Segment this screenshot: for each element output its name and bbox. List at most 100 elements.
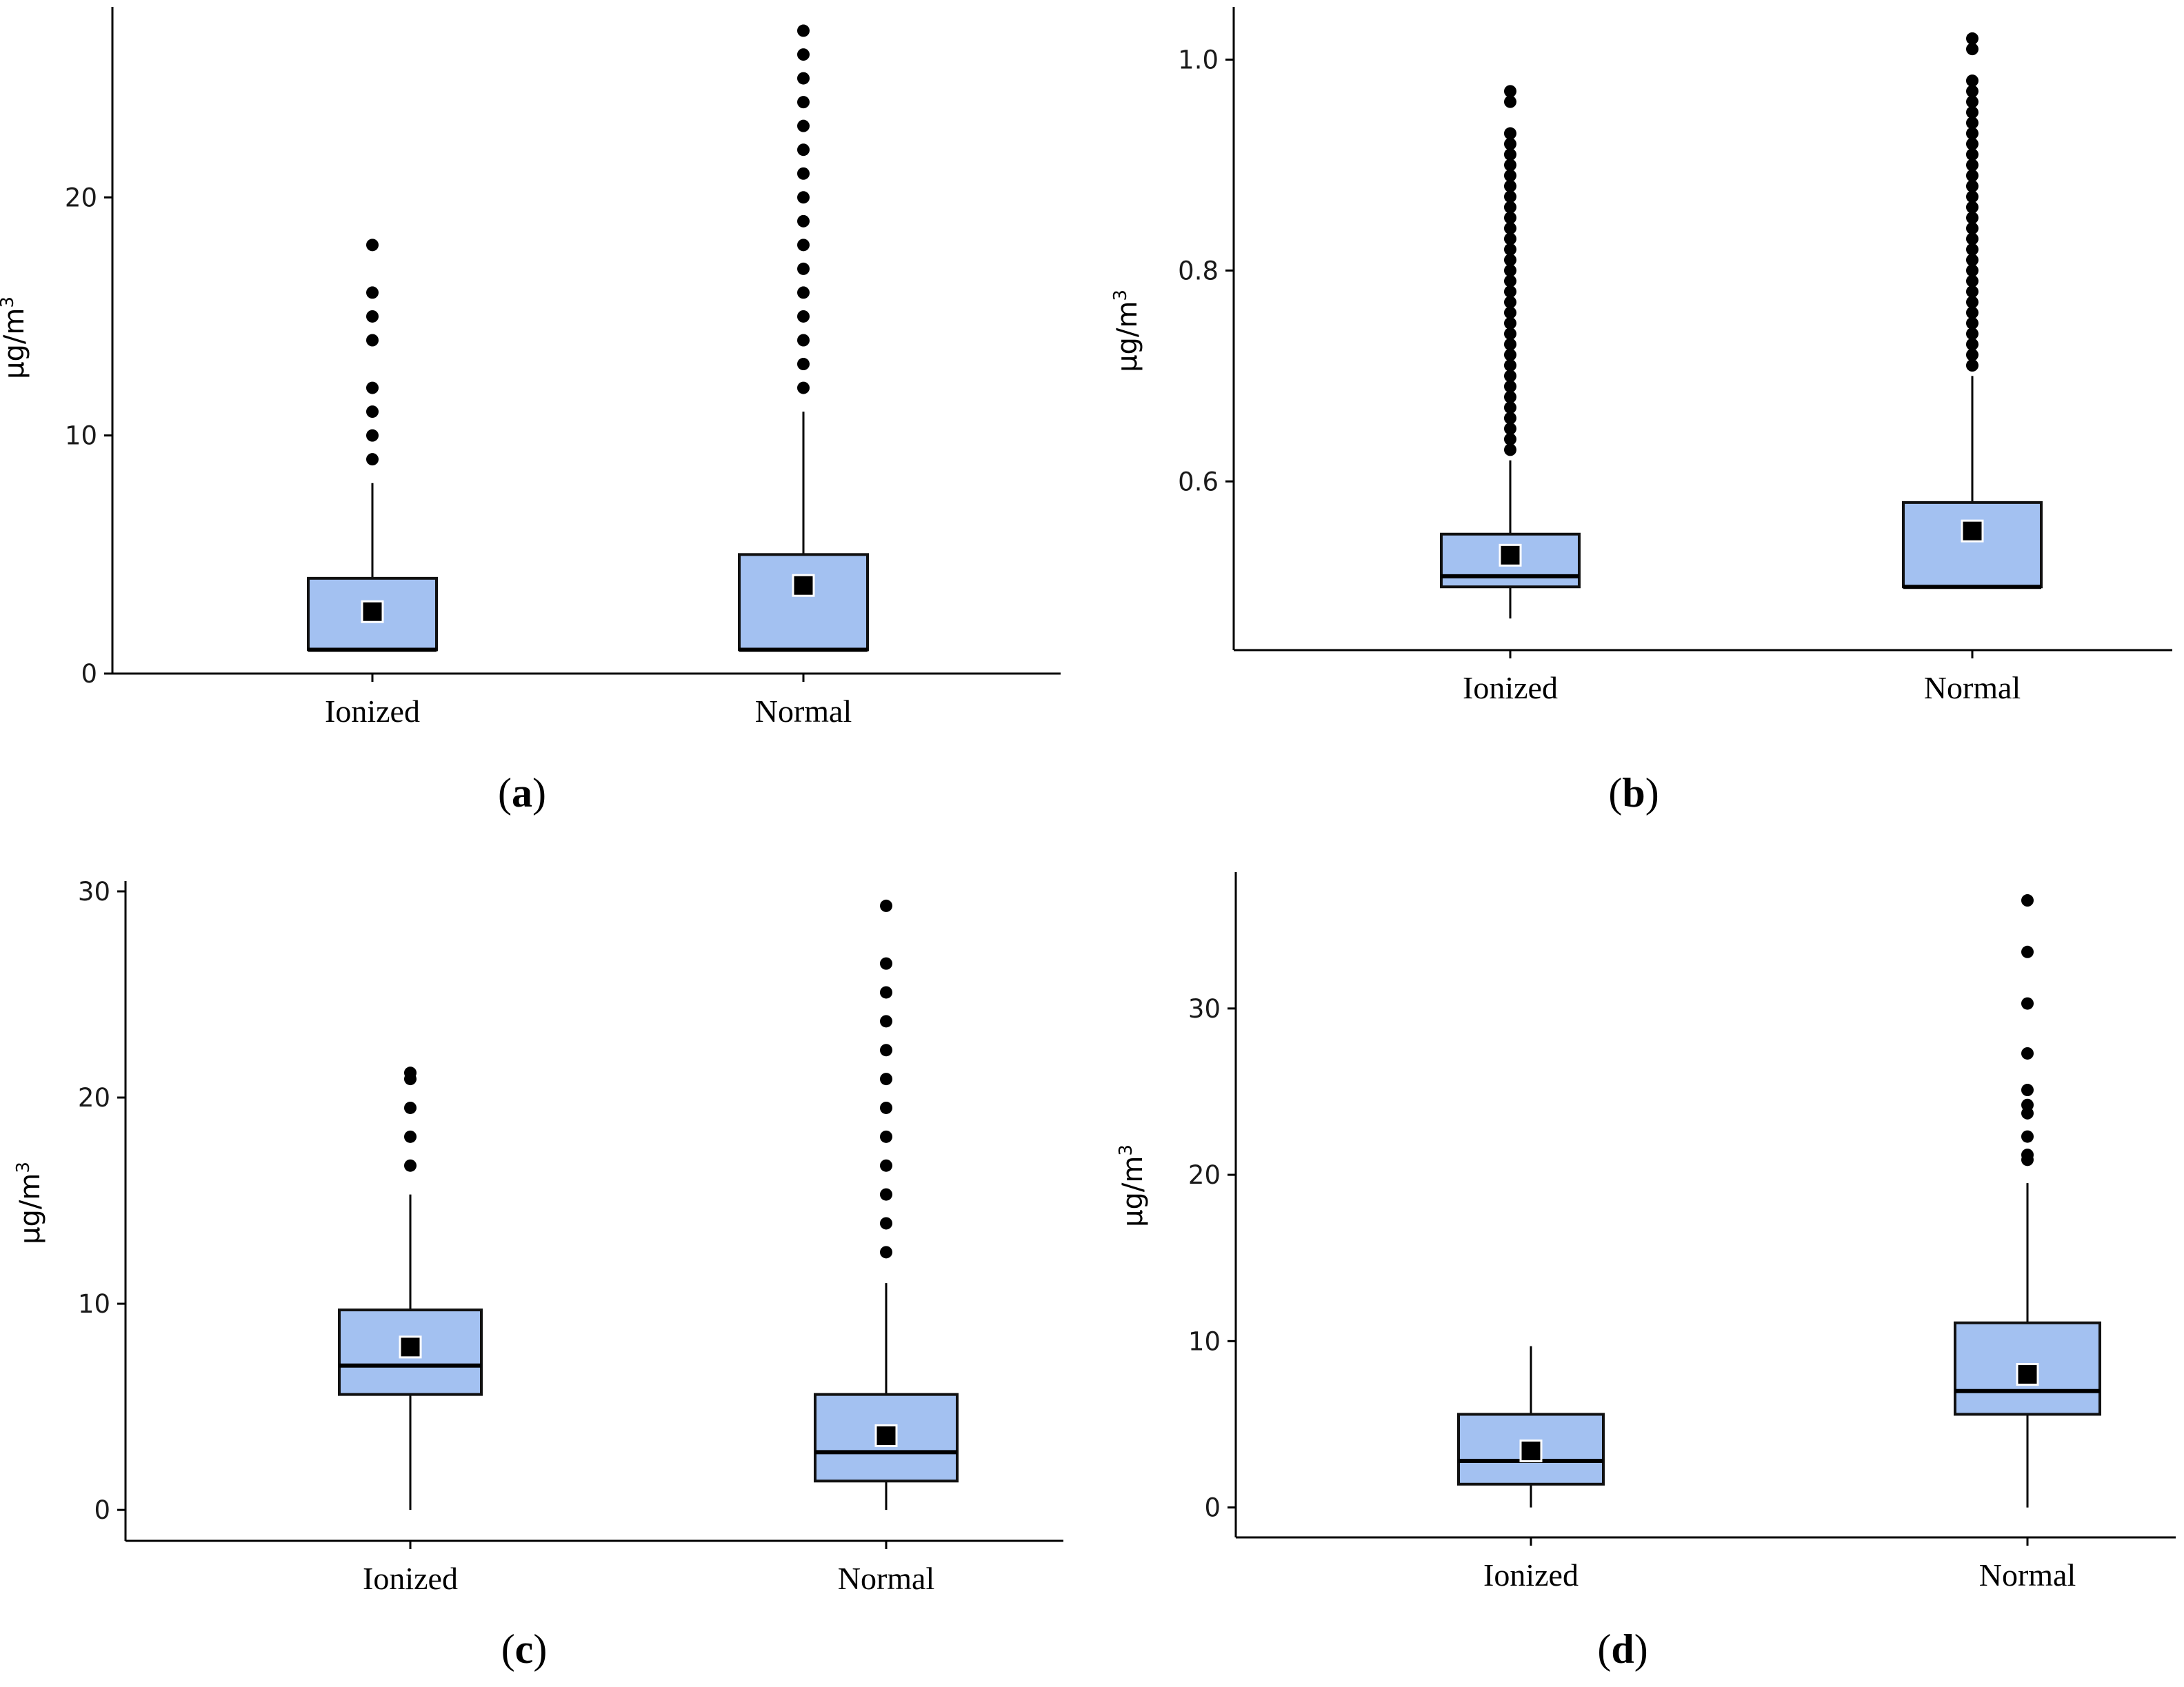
outlier-point — [1966, 180, 1978, 193]
x-tick-label: Ionized — [1463, 670, 1558, 705]
outlier-point — [1966, 222, 1978, 235]
y-axis-title: µg/m3 — [0, 296, 30, 379]
mean-marker — [1519, 1439, 1543, 1463]
outlier-point — [1504, 180, 1516, 193]
outlier-point — [1504, 211, 1516, 224]
chart-panel-d: 0 10 20 30 Ionized Normal µg/m3 (d) — [1116, 872, 2176, 1672]
outlier-point — [880, 899, 892, 912]
y-tick-label: 30 — [78, 877, 110, 907]
y-axis-title: µg/m3 — [1116, 1144, 1149, 1227]
outlier-point — [1966, 169, 1978, 182]
outlier-point — [797, 143, 810, 156]
outlier-point — [797, 72, 810, 85]
panel-label-open-paren: ( — [1608, 770, 1622, 816]
outlier-point — [1504, 232, 1516, 245]
y-axis-title: µg/m3 — [13, 1162, 46, 1244]
outlier-point — [880, 1073, 892, 1086]
outlier-point — [1504, 443, 1516, 456]
outlier-point — [1504, 316, 1516, 330]
outlier-point — [1504, 243, 1516, 256]
outlier-point — [797, 262, 810, 275]
outlier-point — [1966, 127, 1978, 140]
outlier-point — [880, 957, 892, 970]
y-axis-title-unit: µg/m — [0, 308, 30, 379]
outlier-point — [2021, 1149, 2034, 1162]
y-axis-title-superscript: 3 — [1110, 290, 1131, 301]
outlier-point — [1966, 32, 1978, 45]
outlier-point — [2021, 1047, 2034, 1060]
outlier-point — [1504, 327, 1516, 341]
outlier-point — [1966, 95, 1978, 108]
box-normal — [1954, 894, 2101, 1508]
panel-label: (a) — [498, 770, 546, 816]
panel-label-letter: b — [1622, 770, 1645, 816]
outlier-point — [797, 48, 810, 61]
y-tick-label: 0.6 — [1178, 467, 1219, 496]
outlier-point — [797, 167, 810, 180]
outlier-point — [1966, 274, 1978, 287]
chart-panel-a: 0 10 20 Ionized Normal µg/m3 (a) — [0, 7, 1061, 816]
outlier-point — [404, 1067, 417, 1080]
mean-marker — [874, 1424, 898, 1447]
panel-label-letter: c — [515, 1626, 534, 1672]
chart-panel-b: 0.6 0.8 1.0 Ionized Normal µg/m3 (b) — [1110, 7, 2172, 816]
outlier-point — [2021, 1098, 2034, 1111]
outlier-point — [1966, 264, 1978, 277]
outlier-point — [1504, 401, 1516, 414]
x-tick-label: Ionized — [1483, 1557, 1579, 1593]
outlier-point — [1504, 390, 1516, 403]
y-axis-title-superscript: 3 — [13, 1162, 34, 1173]
outlier-point — [1966, 254, 1978, 267]
outlier-point — [880, 1217, 892, 1230]
outlier-point — [797, 239, 810, 252]
outlier-point — [1966, 327, 1978, 341]
y-axis-title-unit: µg/m — [1117, 1156, 1149, 1227]
outlier-point — [1504, 422, 1516, 435]
y-tick-label: 10 — [65, 421, 97, 451]
outlier-point — [1966, 137, 1978, 150]
outlier-point — [404, 1130, 417, 1143]
outlier-point — [1504, 190, 1516, 203]
x-tick-label: Normal — [1979, 1557, 2076, 1593]
mean-marker — [1499, 543, 1522, 567]
panel-label-open-paren: ( — [501, 1626, 515, 1672]
outlier-point — [1504, 95, 1516, 108]
iqr-box — [338, 1309, 483, 1396]
box-ionized — [1440, 85, 1581, 619]
outlier-point — [1504, 370, 1516, 383]
outlier-point — [1966, 296, 1978, 309]
outlier-point — [880, 1188, 892, 1201]
y-tick-label: 1.0 — [1178, 45, 1219, 74]
mean-marker — [2016, 1363, 2039, 1386]
mean-marker — [399, 1335, 422, 1359]
outlier-point — [880, 1130, 892, 1143]
mean-marker — [1961, 519, 1984, 543]
outlier-point — [1504, 222, 1516, 235]
outlier-point — [2021, 1130, 2034, 1143]
outlier-point — [1504, 264, 1516, 277]
outlier-point — [1504, 137, 1516, 150]
outlier-point — [1504, 169, 1516, 182]
outlier-point — [1966, 43, 1978, 56]
panel-label-close-paren: ) — [1634, 1626, 1648, 1672]
outlier-point — [880, 1159, 892, 1172]
outlier-point — [1966, 359, 1978, 372]
outlier-point — [1966, 338, 1978, 351]
box-ionized — [307, 239, 438, 652]
outlier-point — [1966, 148, 1978, 161]
y-axis-title-superscript: 3 — [0, 296, 18, 308]
outlier-point — [797, 119, 810, 132]
x-tick-label: Ionized — [325, 694, 420, 729]
panel-label-close-paren: ) — [533, 1626, 547, 1672]
x-tick-label: Normal — [755, 694, 852, 729]
y-tick-label: 10 — [1188, 1326, 1221, 1356]
panel-label-open-paren: ( — [1597, 1626, 1611, 1672]
outlier-point — [366, 429, 379, 442]
outlier-point — [1966, 85, 1978, 98]
outlier-point — [1504, 148, 1516, 161]
mean-marker — [792, 574, 815, 597]
y-tick-label: 10 — [78, 1289, 110, 1319]
outlier-point — [2021, 1084, 2034, 1097]
outlier-point — [1504, 338, 1516, 351]
